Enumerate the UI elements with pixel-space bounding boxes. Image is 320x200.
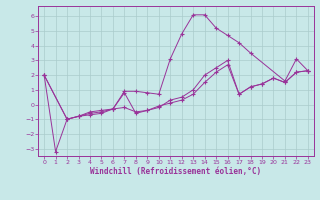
X-axis label: Windchill (Refroidissement éolien,°C): Windchill (Refroidissement éolien,°C) (91, 167, 261, 176)
